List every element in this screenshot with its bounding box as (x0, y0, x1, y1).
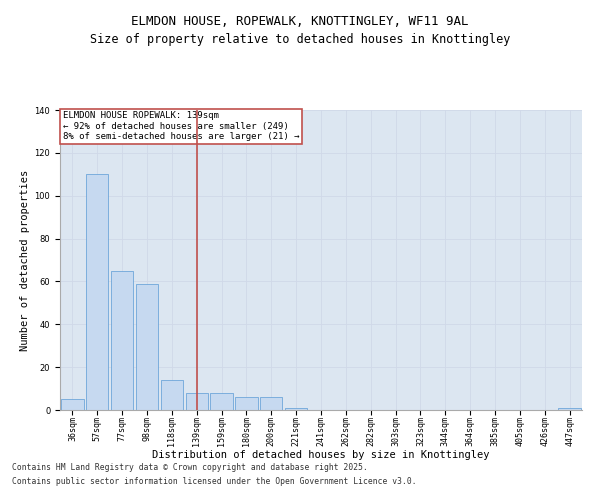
Bar (211, 393, 233, 410)
Text: ELMDON HOUSE ROPEWALK: 139sqm
← 92% of detached houses are smaller (249)
8% of s: ELMDON HOUSE ROPEWALK: 139sqm ← 92% of d… (62, 112, 299, 142)
Bar (136, 284, 158, 410)
Bar (260, 397, 283, 410)
Bar (111, 270, 133, 410)
Bar (285, 408, 307, 410)
Text: ELMDON HOUSE, ROPEWALK, KNOTTINGLEY, WF11 9AL: ELMDON HOUSE, ROPEWALK, KNOTTINGLEY, WF1… (131, 15, 469, 28)
Text: Contains HM Land Registry data © Crown copyright and database right 2025.: Contains HM Land Registry data © Crown c… (12, 464, 368, 472)
X-axis label: Distribution of detached houses by size in Knottingley: Distribution of detached houses by size … (152, 450, 490, 460)
Bar (61, 400, 83, 410)
Bar (185, 393, 208, 410)
Bar (559, 408, 581, 410)
Bar (161, 380, 183, 410)
Text: Size of property relative to detached houses in Knottingley: Size of property relative to detached ho… (90, 32, 510, 46)
Bar (235, 397, 257, 410)
Text: Contains public sector information licensed under the Open Government Licence v3: Contains public sector information licen… (12, 477, 416, 486)
Bar (86, 174, 109, 410)
Y-axis label: Number of detached properties: Number of detached properties (20, 170, 31, 350)
